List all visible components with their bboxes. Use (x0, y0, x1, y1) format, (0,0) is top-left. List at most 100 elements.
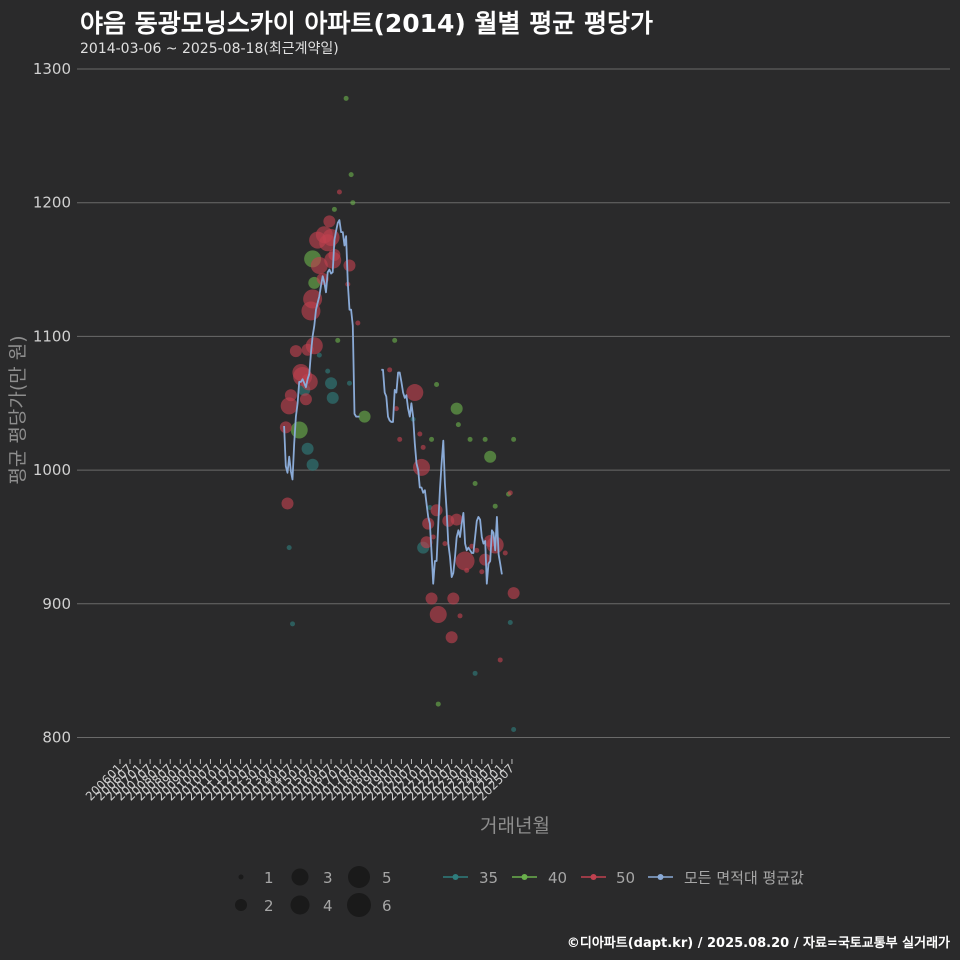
point-50 (422, 517, 435, 530)
point-35 (306, 458, 319, 471)
point-40 (350, 200, 356, 206)
point-50 (429, 605, 447, 623)
legend-label-50: 50 (616, 869, 635, 887)
point-35 (325, 377, 338, 390)
point-40 (358, 410, 371, 423)
point-40 (343, 95, 349, 101)
y-tick-label: 1100 (33, 327, 71, 345)
point-50 (280, 397, 298, 415)
y-axis-label: 평균 평당가(만 원) (7, 335, 29, 484)
average-line-segment-1 (283, 219, 360, 481)
point-50 (387, 367, 393, 373)
point-50 (507, 587, 520, 600)
point-40 (429, 436, 435, 442)
chart-title: 야음 동광모닝스카이 아파트(2014) 월별 평균 평당가 (80, 9, 653, 38)
point-50 (322, 228, 340, 246)
point-40 (348, 172, 354, 178)
point-50 (279, 421, 292, 434)
point-50 (420, 444, 426, 450)
y-axis-ticks: 800 900 1000 1100 1200 1300 (33, 60, 71, 747)
size-legend: 1 2 3 4 5 6 (235, 866, 392, 917)
point-40 (482, 436, 488, 442)
point-35 (346, 380, 352, 386)
point-50 (464, 567, 470, 573)
point-50 (469, 543, 475, 549)
y-tick-label: 900 (42, 595, 71, 613)
x-axis-label: 거래년월 (480, 815, 550, 837)
point-40 (450, 402, 463, 415)
point-35 (325, 368, 331, 374)
source-footer: ©디아파트(dapt.kr) / 2025.08.20 / 자료=국토교통부 실… (566, 936, 950, 951)
point-50 (281, 497, 294, 510)
point-50 (355, 320, 361, 326)
size-legend-dot-4 (290, 895, 310, 915)
point-40 (492, 503, 498, 509)
point-40 (467, 436, 473, 442)
y-tick-label: 1300 (33, 60, 71, 78)
point-50 (305, 337, 323, 355)
point-50 (430, 504, 443, 517)
y-tick-label: 1200 (33, 194, 71, 212)
size-legend-label-3: 3 (323, 869, 333, 887)
legend-label-avg: 모든 면적대 평균값 (684, 869, 804, 887)
point-40 (434, 382, 440, 388)
series-legend: 35 40 50 모든 면적대 평균값 (443, 869, 804, 887)
size-legend-label-2: 2 (264, 897, 274, 915)
scatter-points (279, 95, 520, 732)
point-50 (442, 541, 448, 547)
legend-dot-40 (521, 874, 528, 880)
point-50 (289, 345, 302, 358)
point-50 (343, 259, 356, 272)
size-legend-dot-1 (238, 874, 244, 880)
size-legend-label-6: 6 (382, 897, 392, 915)
point-50 (507, 490, 513, 496)
size-legend-dot-5 (348, 866, 370, 888)
point-50 (455, 551, 475, 571)
size-legend-label-5: 5 (382, 869, 392, 887)
size-legend-dot-2 (235, 899, 247, 911)
point-50 (447, 592, 460, 605)
point-40 (435, 701, 441, 707)
point-50 (336, 189, 342, 195)
grid-lines (77, 68, 950, 738)
point-50 (445, 631, 458, 644)
chart-subtitle: 2014-03-06 ~ 2025-08-18(최근계약일) (80, 41, 339, 57)
point-50 (502, 550, 508, 556)
legend-label-40: 40 (548, 869, 567, 887)
point-50 (406, 384, 424, 402)
point-35 (316, 352, 322, 358)
point-35 (472, 670, 478, 676)
size-legend-dot-3 (291, 868, 309, 886)
legend-label-35: 35 (479, 869, 498, 887)
point-50 (310, 257, 328, 275)
point-40 (472, 480, 478, 486)
point-40 (511, 436, 517, 442)
point-35 (290, 621, 296, 627)
point-50 (457, 613, 463, 619)
point-40 (455, 422, 461, 428)
point-40 (392, 337, 398, 343)
point-50 (299, 393, 312, 406)
point-35 (511, 726, 517, 732)
point-50 (397, 436, 403, 442)
point-50 (430, 534, 436, 540)
point-50 (323, 215, 336, 228)
y-tick-label: 800 (42, 729, 71, 747)
point-40 (331, 206, 337, 212)
point-50 (420, 536, 433, 549)
point-35 (326, 391, 339, 404)
point-40 (290, 421, 308, 439)
point-50 (417, 431, 423, 437)
size-legend-dot-6 (347, 893, 371, 917)
point-50 (479, 569, 485, 575)
size-legend-label-4: 4 (323, 897, 333, 915)
point-50 (474, 547, 480, 553)
point-40 (335, 337, 341, 343)
legend-dot-35 (452, 874, 459, 880)
point-50 (497, 657, 503, 663)
point-50 (284, 389, 297, 402)
point-50 (450, 513, 463, 526)
legend-dot-avg (657, 874, 664, 880)
average-line (283, 219, 503, 585)
